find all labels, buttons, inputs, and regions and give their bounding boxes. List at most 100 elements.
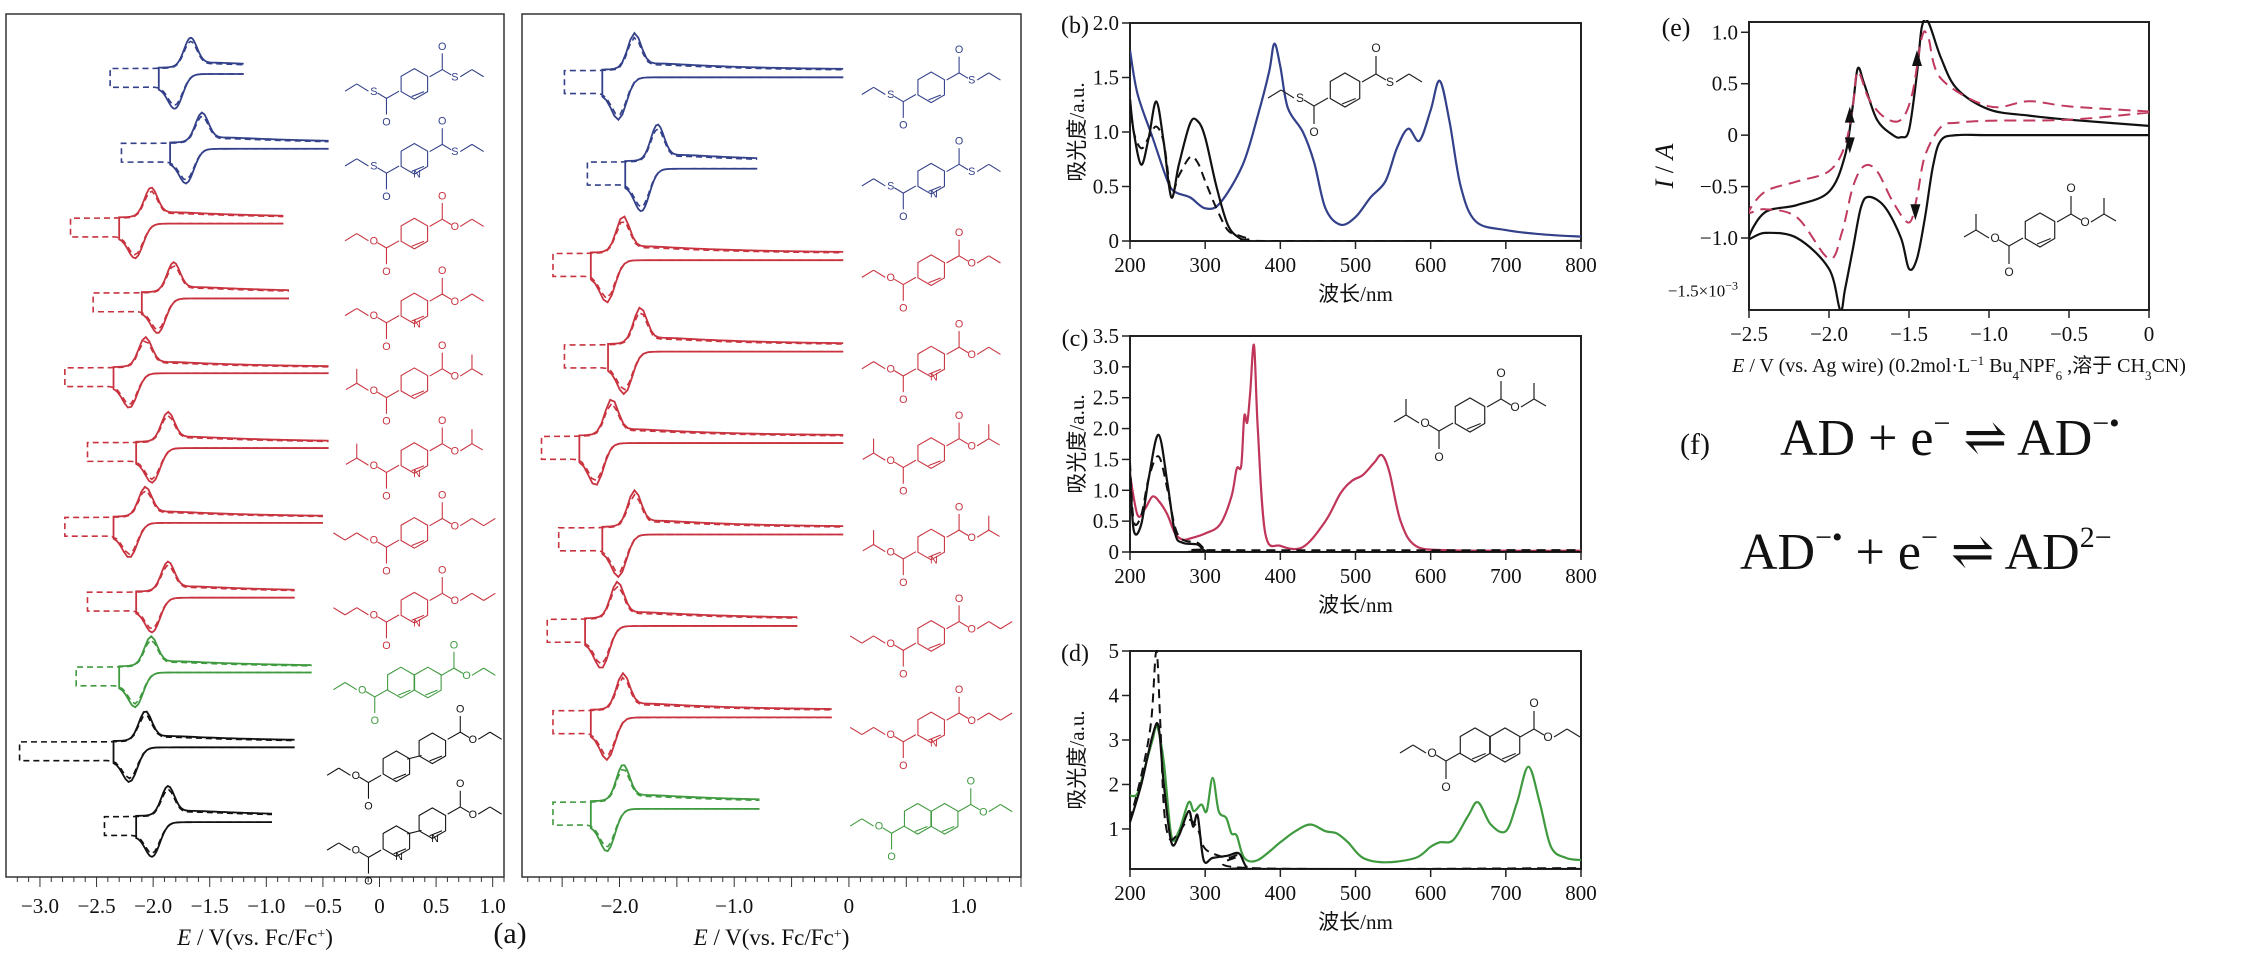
heteroatom: O — [967, 258, 975, 270]
cv-dashed-trace — [586, 127, 758, 208]
x-tick-label: 600 — [1415, 253, 1447, 277]
cv-solid-trace — [140, 261, 289, 334]
nitrogen-atom: N — [930, 554, 938, 566]
heteroatom: O — [886, 363, 894, 375]
eq2-rhs: AD — [2004, 524, 2080, 581]
y-axis-label: 吸光度/a.u. — [1065, 710, 1089, 809]
alkyl-bond — [861, 269, 874, 278]
alkyl-bond — [849, 726, 863, 736]
alkyl-bond — [459, 592, 473, 601]
double-bond — [393, 773, 407, 780]
oxygen-atom: O — [382, 565, 390, 577]
cv-solid-trace — [589, 671, 832, 762]
bond — [429, 443, 443, 452]
cv-trace-group: N N O O O O — [103, 778, 502, 887]
alkyl-bond — [976, 346, 990, 355]
cv-solid-trace — [169, 111, 329, 185]
cv-trace-group: N O O O O — [92, 261, 484, 353]
double-bond — [928, 460, 942, 467]
alkyl-bond — [471, 143, 484, 153]
eq2-mid: + e — [1842, 524, 1921, 581]
double-bond — [411, 165, 425, 172]
x-tick-label: −0.5 — [2050, 322, 2088, 346]
alkyl-bond — [459, 69, 473, 78]
double-bond — [411, 390, 425, 397]
x-tick-label: −1.0 — [1970, 322, 2008, 346]
cv-dashed-trace — [552, 676, 832, 756]
bond — [946, 712, 960, 721]
bond — [946, 529, 960, 538]
molecule-structure: O O O O — [333, 639, 496, 727]
heteroatom: O — [1510, 400, 1519, 414]
bond — [441, 69, 452, 76]
ring-bond — [1454, 397, 1486, 433]
bond — [429, 293, 443, 302]
molecule-structure: O O O O — [862, 410, 1000, 497]
molecule-structure: O S O S — [1267, 41, 1423, 139]
y-tick-label: 2.0 — [1093, 417, 1119, 441]
heteroatom: S — [370, 86, 377, 98]
heteroatom: O — [886, 729, 894, 741]
bond — [377, 92, 387, 99]
cv-solid-trace — [157, 36, 244, 110]
x-tick-label: 200 — [1114, 564, 1146, 588]
bond — [359, 851, 369, 858]
nitrogen-atom: N — [395, 851, 403, 863]
molecule-structure: O O O O — [344, 190, 484, 278]
y-axis: 1 2 3 4 5 吸光度/a.u. — [1065, 639, 1130, 841]
series-layer — [1130, 649, 1581, 869]
bond — [946, 255, 960, 264]
x-tick-label: 400 — [1265, 564, 1297, 588]
bond — [1375, 73, 1387, 81]
x-tick-label: −2.5 — [1730, 322, 1768, 346]
alkyl-bond — [861, 86, 874, 95]
alkyl-bond — [344, 607, 358, 616]
bond — [1998, 239, 2010, 247]
alkyl-bond — [471, 592, 484, 601]
panel-label-d: (d) — [1061, 641, 1089, 667]
cv-trace-group: O O O O — [18, 703, 502, 813]
bond — [903, 185, 917, 194]
bond — [958, 529, 969, 536]
series-layer — [1130, 343, 1581, 552]
bond — [365, 691, 376, 698]
oxygen-atom: O — [955, 684, 963, 696]
alkyl-bond — [1975, 229, 1990, 239]
alkyl-bond — [459, 218, 473, 227]
oxygen-atom: O — [438, 415, 446, 427]
cv-solid-trace — [607, 306, 844, 396]
plot-frame — [1748, 21, 2150, 311]
ring-bond — [917, 620, 945, 652]
panel-d: 200 300 400 500 600 700 800 波长/nm 1 2 3 4 5 吸光度/a.u. (… — [1061, 639, 1597, 934]
eq2-rhs-sup: 2− — [2079, 520, 2112, 554]
alkyl-bond — [873, 452, 886, 461]
molecule-structure: O O O O — [1963, 181, 2117, 279]
oxygen-atom: O — [955, 44, 963, 56]
equation-first-reduction: AD + e− ⇌ AD−• — [1780, 407, 2120, 468]
y-tick-label: −1.0 — [1700, 226, 1738, 250]
bond — [377, 466, 387, 473]
y-tick-label: 1.0 — [1093, 120, 1119, 144]
alkyl-bond — [471, 368, 484, 376]
bond — [386, 389, 400, 399]
cv-dashed-trace — [563, 36, 844, 116]
alkyl-bond — [333, 532, 346, 541]
equation-second-reduction: AD−• + e− ⇌ AD2− — [1740, 520, 2112, 582]
alkyl-bond — [861, 361, 874, 370]
panel-label-f: (f) — [1680, 428, 1710, 461]
alkyl-bond — [1520, 398, 1535, 408]
bond — [903, 734, 917, 743]
panel-a-left: −3.0 −2.5 −2.0 −1.5 −1.0 −0.5 0 0.5 1.0 E / V(vs.… — [5, 13, 506, 950]
alkyl-bond — [471, 69, 484, 78]
alkyl-bond — [477, 731, 491, 740]
panel-label-e: (e) — [1662, 13, 1691, 42]
bond — [377, 616, 387, 623]
bond — [958, 72, 969, 79]
scan-direction-arrow-icon — [1910, 204, 1921, 221]
x-axis-label: 波长/nm — [1318, 910, 1393, 934]
alkyl-bond — [988, 712, 1001, 721]
alkyl-bond — [988, 72, 1001, 81]
molecule-structure: N O S O S — [861, 136, 1001, 223]
biaryl-bond — [407, 829, 422, 835]
double-bond — [1466, 422, 1481, 430]
